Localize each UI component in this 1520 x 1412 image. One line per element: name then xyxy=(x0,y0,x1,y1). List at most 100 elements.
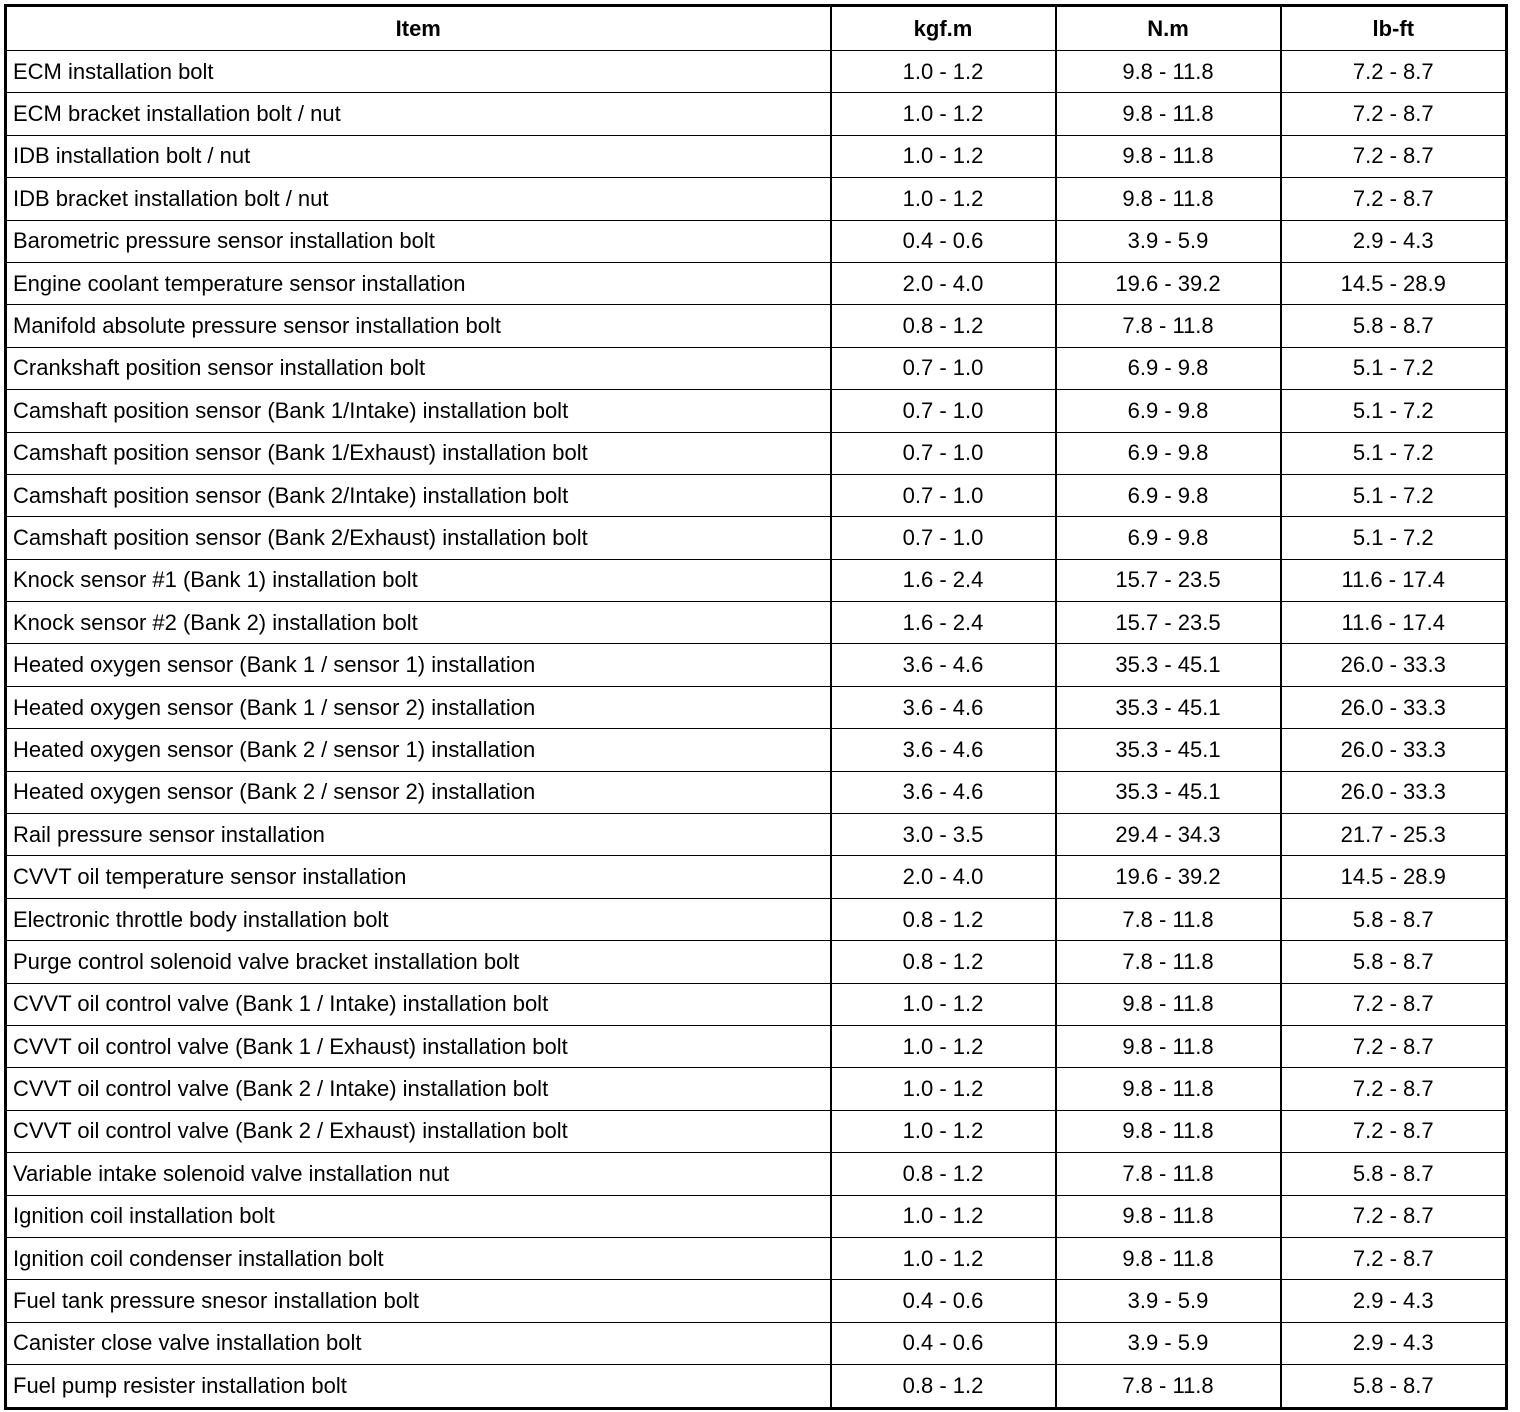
cell-item: Camshaft position sensor (Bank 2/Exhaust… xyxy=(4,516,832,560)
cell-item: CVVT oil temperature sensor installation xyxy=(4,855,832,899)
cell-nm: 9.8 - 11.8 xyxy=(1054,92,1282,136)
cell-lbft: 26.0 - 33.3 xyxy=(1279,771,1508,815)
table-row: Camshaft position sensor (Bank 1/Exhaust… xyxy=(4,432,1508,475)
table-body: ECM installation bolt 1.0 - 1.2 9.8 - 11.8… xyxy=(4,50,1508,1409)
cell-kgfm: 0.4 - 0.6 xyxy=(829,1279,1057,1323)
cell-item: Variable intake solenoid valve installat… xyxy=(4,1152,832,1196)
header-nm: N.m xyxy=(1054,5,1282,51)
cell-item: Barometric pressure sensor installation … xyxy=(4,220,832,263)
cell-lbft: 21.7 - 25.3 xyxy=(1279,813,1508,857)
cell-item: Ignition coil condenser installation bol… xyxy=(4,1237,832,1281)
cell-lbft: 5.1 - 7.2 xyxy=(1279,389,1508,433)
cell-item: Heated oxygen sensor (Bank 1 / sensor 1)… xyxy=(4,643,832,687)
cell-kgfm: 0.8 - 1.2 xyxy=(829,940,1057,984)
cell-nm: 6.9 - 9.8 xyxy=(1054,516,1282,560)
table-row: Knock sensor #2 (Bank 2) installation bo… xyxy=(4,601,1508,645)
cell-kgfm: 2.0 - 4.0 xyxy=(829,262,1057,306)
table-row: CVVT oil control valve (Bank 1 / Intake)… xyxy=(4,983,1508,1026)
cell-kgfm: 0.8 - 1.2 xyxy=(829,898,1057,942)
cell-kgfm: 3.0 - 3.5 xyxy=(829,813,1057,857)
header-lbft: lb-ft xyxy=(1279,5,1508,51)
cell-kgfm: 0.8 - 1.2 xyxy=(829,1364,1057,1409)
cell-nm: 3.9 - 5.9 xyxy=(1054,1322,1282,1366)
cell-nm: 3.9 - 5.9 xyxy=(1054,1279,1282,1323)
cell-lbft: 5.8 - 8.7 xyxy=(1279,898,1508,942)
cell-kgfm: 0.7 - 1.0 xyxy=(829,432,1057,475)
table-row: Canister close valve installation bolt 0.… xyxy=(4,1322,1508,1366)
cell-lbft: 2.9 - 4.3 xyxy=(1279,1279,1508,1323)
cell-lbft: 7.2 - 8.7 xyxy=(1279,177,1508,221)
cell-lbft: 26.0 - 33.3 xyxy=(1279,686,1508,730)
cell-item: Knock sensor #2 (Bank 2) installation bo… xyxy=(4,601,832,645)
cell-item: Purge control solenoid valve bracket ins… xyxy=(4,940,832,984)
table-row: CVVT oil control valve (Bank 1 / Exhaust… xyxy=(4,1025,1508,1069)
table-row: Fuel pump resister installation bolt 0.8 … xyxy=(4,1364,1508,1409)
cell-nm: 9.8 - 11.8 xyxy=(1054,1237,1282,1281)
table-row: Knock sensor #1 (Bank 1) installation bo… xyxy=(4,559,1508,603)
cell-kgfm: 1.0 - 1.2 xyxy=(829,92,1057,136)
cell-item: Knock sensor #1 (Bank 1) installation bo… xyxy=(4,559,832,603)
cell-kgfm: 0.4 - 0.6 xyxy=(829,1322,1057,1366)
table-row: Heated oxygen sensor (Bank 1 / sensor 1)… xyxy=(4,643,1508,687)
cell-lbft: 5.8 - 8.7 xyxy=(1279,940,1508,984)
cell-nm: 35.3 - 45.1 xyxy=(1054,728,1282,772)
table-row: Variable intake solenoid valve installat… xyxy=(4,1152,1508,1196)
table-row: Camshaft position sensor (Bank 2/Exhaust… xyxy=(4,516,1508,560)
cell-lbft: 5.8 - 8.7 xyxy=(1279,1152,1508,1196)
cell-lbft: 7.2 - 8.7 xyxy=(1279,50,1508,94)
table-row: Manifold absolute pressure sensor instal… xyxy=(4,304,1508,348)
table-row: Heated oxygen sensor (Bank 2 / sensor 1)… xyxy=(4,728,1508,772)
table-row: Camshaft position sensor (Bank 2/Intake)… xyxy=(4,474,1508,518)
cell-kgfm: 0.8 - 1.2 xyxy=(829,1152,1057,1196)
cell-item: Camshaft position sensor (Bank 2/Intake)… xyxy=(4,474,832,518)
cell-lbft: 11.6 - 17.4 xyxy=(1279,559,1508,603)
cell-item: Canister close valve installation bolt xyxy=(4,1322,832,1366)
cell-kgfm: 0.8 - 1.2 xyxy=(829,304,1057,348)
cell-item: Fuel pump resister installation bolt xyxy=(4,1364,832,1409)
cell-nm: 7.8 - 11.8 xyxy=(1054,1364,1282,1409)
cell-nm: 29.4 - 34.3 xyxy=(1054,813,1282,857)
cell-nm: 3.9 - 5.9 xyxy=(1054,220,1282,263)
cell-item: ECM installation bolt xyxy=(4,50,832,94)
cell-item: Camshaft position sensor (Bank 1/Intake)… xyxy=(4,389,832,433)
cell-kgfm: 1.0 - 1.2 xyxy=(829,1110,1057,1154)
cell-item: ECM bracket installation bolt / nut xyxy=(4,92,832,136)
cell-nm: 9.8 - 11.8 xyxy=(1054,50,1282,94)
torque-spec-table: Item kgf.m N.m lb-ft ECM installation bo… xyxy=(4,4,1508,1410)
cell-kgfm: 0.4 - 0.6 xyxy=(829,220,1057,263)
table-row: Camshaft position sensor (Bank 1/Intake)… xyxy=(4,389,1508,433)
cell-nm: 6.9 - 9.8 xyxy=(1054,432,1282,475)
cell-lbft: 5.1 - 7.2 xyxy=(1279,516,1508,560)
cell-kgfm: 1.0 - 1.2 xyxy=(829,177,1057,221)
cell-nm: 9.8 - 11.8 xyxy=(1054,1195,1282,1238)
cell-lbft: 7.2 - 8.7 xyxy=(1279,983,1508,1026)
cell-kgfm: 1.6 - 2.4 xyxy=(829,601,1057,645)
table-row: ECM installation bolt 1.0 - 1.2 9.8 - 11.8… xyxy=(4,50,1508,94)
cell-nm: 7.8 - 11.8 xyxy=(1054,898,1282,942)
cell-kgfm: 0.7 - 1.0 xyxy=(829,389,1057,433)
cell-kgfm: 3.6 - 4.6 xyxy=(829,643,1057,687)
cell-kgfm: 0.7 - 1.0 xyxy=(829,474,1057,518)
table-row: Engine coolant temperature sensor instal… xyxy=(4,262,1508,306)
cell-lbft: 14.5 - 28.9 xyxy=(1279,855,1508,899)
cell-lbft: 7.2 - 8.7 xyxy=(1279,1067,1508,1111)
cell-nm: 9.8 - 11.8 xyxy=(1054,135,1282,179)
table-row: Ignition coil condenser installation bol… xyxy=(4,1237,1508,1281)
cell-nm: 15.7 - 23.5 xyxy=(1054,601,1282,645)
cell-kgfm: 1.0 - 1.2 xyxy=(829,1067,1057,1111)
table-row: CVVT oil temperature sensor installation… xyxy=(4,855,1508,899)
cell-kgfm: 1.0 - 1.2 xyxy=(829,50,1057,94)
cell-lbft: 14.5 - 28.9 xyxy=(1279,262,1508,306)
cell-lbft: 7.2 - 8.7 xyxy=(1279,135,1508,179)
cell-nm: 35.3 - 45.1 xyxy=(1054,771,1282,815)
cell-item: IDB bracket installation bolt / nut xyxy=(4,177,832,221)
cell-kgfm: 1.0 - 1.2 xyxy=(829,1025,1057,1069)
cell-kgfm: 1.6 - 2.4 xyxy=(829,559,1057,603)
header-row: Item kgf.m N.m lb-ft xyxy=(4,5,1508,51)
cell-lbft: 7.2 - 8.7 xyxy=(1279,1195,1508,1238)
cell-kgfm: 3.6 - 4.6 xyxy=(829,728,1057,772)
table-row: Electronic throttle body installation bo… xyxy=(4,898,1508,942)
cell-item: Heated oxygen sensor (Bank 2 / sensor 2)… xyxy=(4,771,832,815)
cell-lbft: 7.2 - 8.7 xyxy=(1279,92,1508,136)
table-row: Heated oxygen sensor (Bank 1 / sensor 2)… xyxy=(4,686,1508,730)
